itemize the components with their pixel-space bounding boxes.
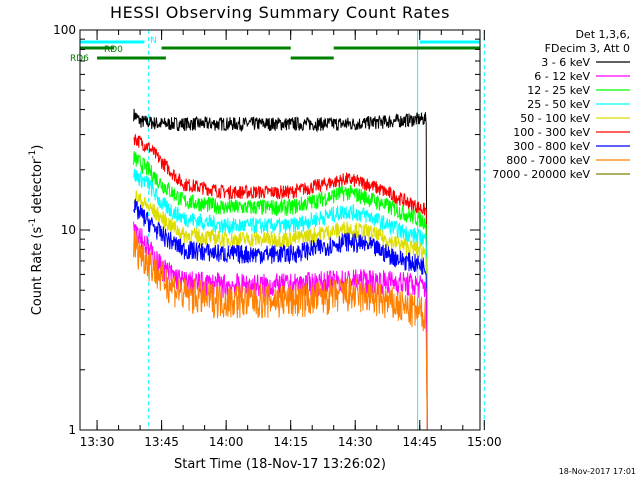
x-tick-label-5: 14:45	[402, 435, 437, 449]
flag-label-n: N	[150, 36, 157, 46]
x-tick-label-4: 14:30	[338, 435, 373, 449]
legend-header-line-1: Det 1,3,6,	[575, 28, 630, 41]
x-tick-label-3: 14:15	[273, 435, 308, 449]
flag-label-rd0: RD0	[104, 45, 123, 55]
x-tick-label-6: 15:00	[467, 435, 502, 449]
series-2	[133, 151, 428, 431]
series-7	[133, 230, 428, 431]
legend-label-7: 800 - 7000 keV	[506, 154, 590, 167]
legend-label-3: 25 - 50 keV	[527, 98, 590, 111]
legend-label-2: 12 - 25 keV	[527, 84, 590, 97]
y-tick-label-1: 10	[61, 223, 76, 237]
legend-header-line-2: FDecim 3, Att 0	[545, 42, 630, 55]
y-tick-label-0: 1	[68, 423, 76, 437]
series-4	[133, 190, 428, 431]
series-6	[133, 198, 428, 431]
legend-label-4: 50 - 100 keV	[520, 112, 590, 125]
chart-title: HESSI Observing Summary Count Rates	[110, 3, 450, 22]
series-5	[133, 134, 428, 431]
x-tick-label-0: 13:30	[80, 435, 115, 449]
series-lines	[133, 108, 428, 431]
legend-label-6: 300 - 800 keV	[513, 140, 590, 153]
x-axis: 13:30 13:45 14:00 14:15 14:30 14:45 15:00	[80, 30, 502, 449]
legend-label-1: 6 - 12 keV	[534, 70, 590, 83]
legend-label-0: 3 - 6 keV	[541, 56, 590, 69]
x-tick-label-1: 13:45	[144, 435, 179, 449]
generated-timestamp: 18-Nov-2017 17:01	[559, 467, 636, 476]
series-3	[133, 168, 428, 431]
y-tick-label-2: 100	[53, 23, 76, 37]
legend-label-8: 7000 - 20000 keV	[492, 168, 590, 181]
legend-label-5: 100 - 300 keV	[513, 126, 590, 139]
x-tick-label-2: 14:00	[209, 435, 244, 449]
x-axis-label: Start Time (18-Nov-17 13:26:02)	[174, 457, 386, 472]
y-axis: 1 10 100	[53, 23, 480, 437]
y-axis-label: Count Rate (s-1 detector-1)	[28, 145, 45, 316]
series-0	[133, 108, 428, 431]
